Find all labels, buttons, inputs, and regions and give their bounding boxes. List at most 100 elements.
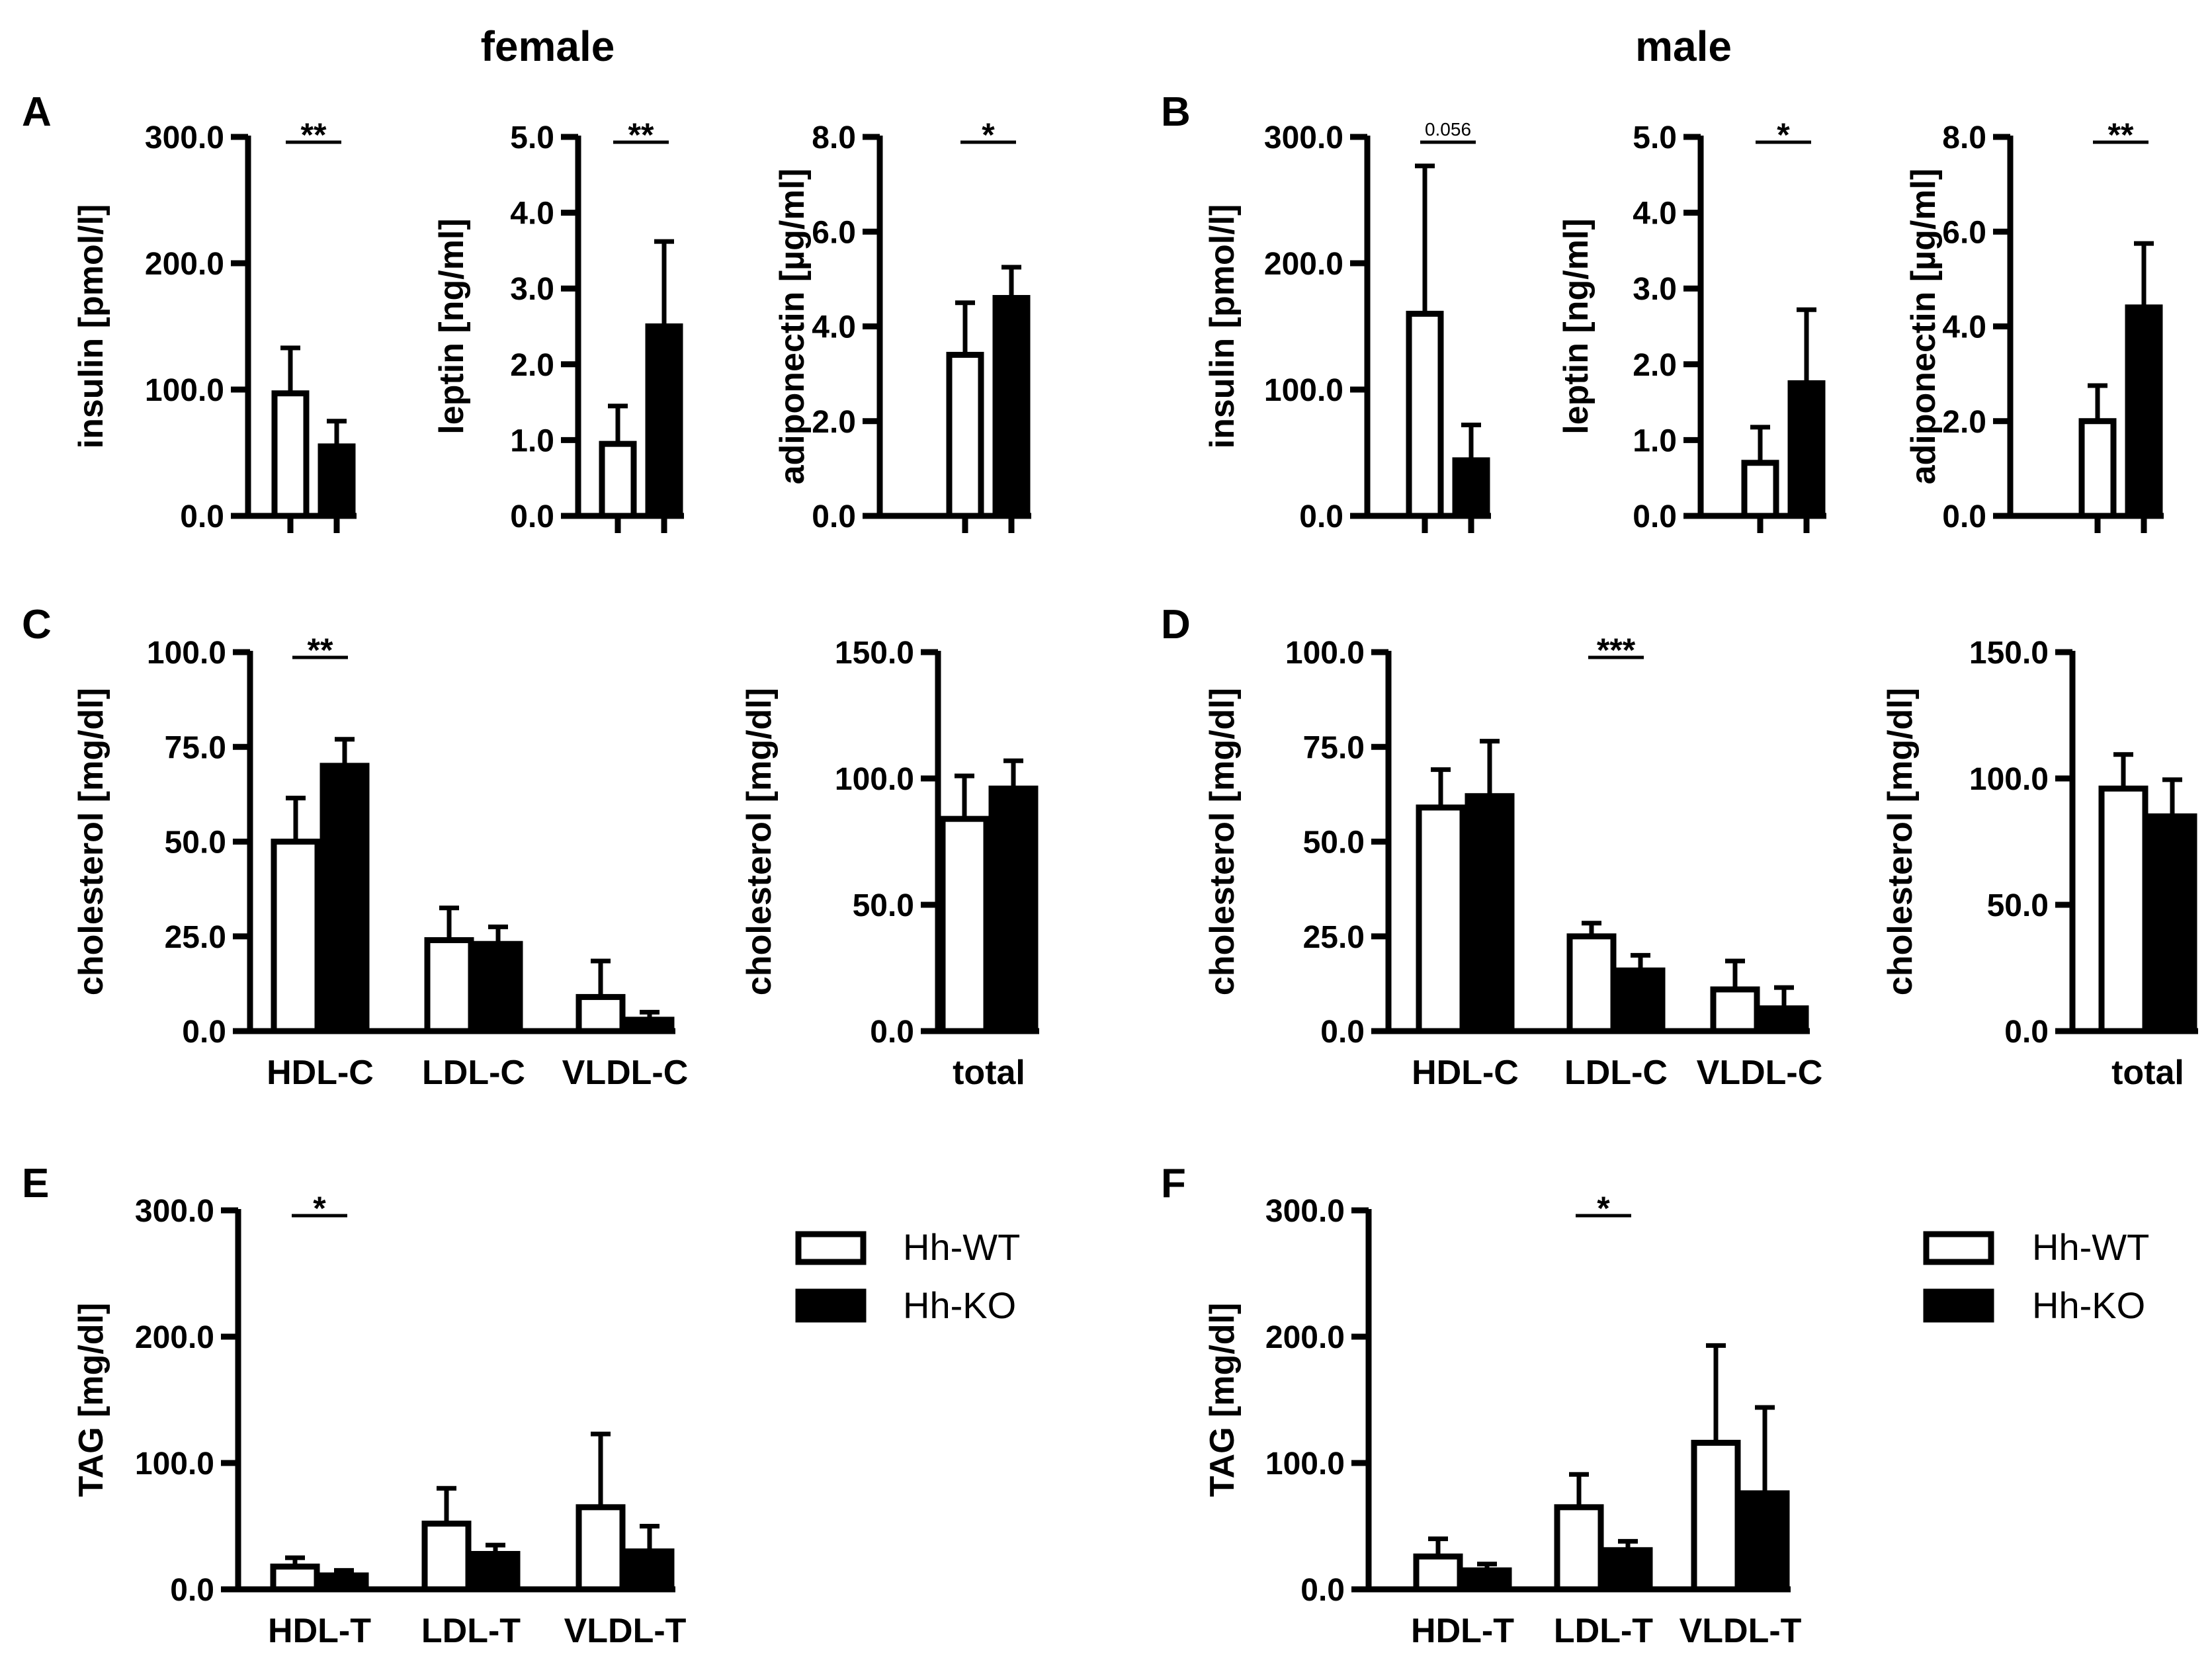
significance-label: * — [313, 1190, 326, 1227]
bar-hh-ko — [1465, 793, 1515, 1034]
legend-wt-label: Hh-WT — [903, 1226, 1020, 1268]
chart-b3: 0.0 2.0 4.0 6.0 8.0 adiponectin [µg/ml] ** — [1904, 116, 2164, 534]
panel-letter: A — [22, 89, 52, 135]
y-tick-label: 0.0 — [1299, 499, 1343, 534]
x-category-label: VLDL-C — [1697, 1054, 1823, 1092]
y-tick-label: 0.0 — [1320, 1015, 1365, 1050]
female-column-title: female — [481, 22, 615, 70]
x-category-label: VLDL-T — [564, 1612, 687, 1650]
x-category-label: total — [2111, 1054, 2184, 1092]
y-tick-label: 200.0 — [135, 1320, 214, 1355]
panel-letter: F — [1161, 1161, 1186, 1206]
bar-hh-wt — [271, 390, 310, 519]
legend-ko-label: Hh-KO — [903, 1284, 1016, 1326]
x-category-label: LDL-T — [1554, 1612, 1653, 1650]
y-tick-label: 1.0 — [1633, 423, 1677, 458]
y-tick-label: 4.0 — [812, 310, 856, 345]
y-tick-label: 100.0 — [1969, 762, 2049, 797]
x-category-label: LDL-T — [421, 1612, 521, 1650]
y-tick-label: 100.0 — [835, 762, 914, 797]
y-tick-label: 3.0 — [1633, 272, 1677, 307]
bar-hh-wt — [1710, 986, 1760, 1034]
x-category-label: HDL-C — [267, 1054, 374, 1092]
bar-hh-wt — [1406, 310, 1444, 519]
panel-letter: B — [1161, 89, 1191, 135]
y-tick-label: 300.0 — [1265, 1194, 1345, 1229]
y-tick-label: 4.0 — [1633, 196, 1677, 231]
bar-hh-wt — [575, 993, 626, 1034]
chart-e: E 0.0 100.0 200.0 300.0 TAG [mg/dl] HDL-T LDL-T… — [22, 1161, 687, 1650]
x-category-label: LDL-C — [422, 1054, 525, 1092]
y-tick-label: 100.0 — [135, 1446, 214, 1482]
y-tick-label: 50.0 — [1303, 825, 1365, 860]
y-tick-label: 6.0 — [812, 215, 856, 250]
y-tick-label: 200.0 — [1265, 1320, 1345, 1355]
significance-label: * — [1777, 116, 1790, 153]
y-tick-label: 1.0 — [510, 423, 554, 458]
x-category-label: total — [953, 1054, 1025, 1092]
y-axis-label: cholesterol [mg/dl] — [740, 688, 779, 995]
y-axis-label: TAG [mg/dl] — [72, 1303, 110, 1497]
legend-wt-label: Hh-WT — [2032, 1226, 2149, 1268]
bar-hh-ko — [1462, 1567, 1512, 1593]
legend-ko-swatch — [795, 1288, 867, 1323]
y-tick-label: 6.0 — [1942, 215, 1986, 250]
bar-hh-ko — [645, 323, 683, 519]
y-tick-label: 50.0 — [853, 888, 914, 923]
significance-label: * — [1597, 1190, 1610, 1227]
y-tick-label: 2.0 — [1633, 348, 1677, 383]
y-tick-label: 200.0 — [145, 247, 224, 282]
y-axis-label: cholesterol [mg/dl] — [72, 688, 110, 995]
significance-label: ** — [628, 116, 654, 153]
bar-hh-ko — [1603, 1547, 1653, 1593]
y-tick-label: 4.0 — [1942, 310, 1986, 345]
bar-hh-ko — [988, 785, 1039, 1034]
bar-hh-wt — [939, 815, 990, 1034]
bar-hh-wt — [270, 1564, 320, 1593]
x-category-label: VLDL-T — [1680, 1612, 1802, 1650]
bar-hh-wt — [2078, 418, 2117, 519]
x-category-label: VLDL-C — [562, 1054, 689, 1092]
chart-c2: 0.0 50.0 100.0 150.0 cholesterol [mg/dl] tota… — [740, 636, 1039, 1092]
x-category-label: HDL-C — [1412, 1054, 1519, 1092]
bar-hh-wt — [575, 1504, 626, 1593]
y-tick-label: 300.0 — [145, 120, 224, 155]
chart-b2: 0.0 1.0 2.0 3.0 4.0 5.0 leptin [ng/ml] * — [1557, 116, 1826, 534]
bar-hh-ko — [2125, 304, 2163, 519]
y-tick-label: 2.0 — [1942, 405, 1986, 440]
bar-hh-wt — [1554, 1504, 1604, 1593]
chart-d1: D 0.0 25.0 50.0 75.0 100.0 cholesterol [mg/dl]… — [1161, 602, 1822, 1092]
bar-hh-ko — [1452, 457, 1490, 519]
panel-letter: E — [22, 1161, 49, 1206]
y-axis-label: insulin [pmol/l] — [72, 204, 110, 449]
y-tick-label: 25.0 — [1303, 920, 1365, 955]
bar-hh-ko — [624, 1017, 675, 1034]
y-tick-label: 2.0 — [510, 348, 554, 383]
y-tick-label: 0.0 — [182, 1015, 226, 1050]
x-category-label: HDL-T — [268, 1612, 371, 1650]
y-tick-label: 150.0 — [1969, 636, 2049, 671]
legend-wt-swatch — [1923, 1231, 1994, 1265]
bar-hh-wt — [1413, 1553, 1463, 1593]
y-tick-label: 100.0 — [1265, 1446, 1345, 1482]
x-category-label: LDL-C — [1564, 1054, 1668, 1092]
significance-label: ** — [301, 116, 327, 153]
legend-ko-label: Hh-KO — [2032, 1284, 2145, 1326]
significance-label: ** — [308, 632, 333, 669]
y-tick-label: 3.0 — [510, 272, 554, 307]
bar-hh-ko — [1759, 1005, 1809, 1034]
y-tick-label: 300.0 — [135, 1194, 214, 1229]
chart-f: F 0.0 100.0 200.0 300.0 TAG [mg/dl] HDL-T LDL-T… — [1161, 1161, 1802, 1650]
y-axis-label: TAG [mg/dl] — [1203, 1303, 1242, 1497]
y-tick-label: 4.0 — [510, 196, 554, 231]
y-tick-label: 5.0 — [510, 120, 554, 155]
bar-hh-ko — [473, 940, 523, 1034]
chart-d2: 0.0 50.0 100.0 150.0 cholesterol [mg/dl] tota… — [1881, 636, 2198, 1092]
chart-a1: A 0.0 100.0 200.0 300.0 insulin [pmol/l] ** — [22, 89, 357, 534]
y-tick-label: 200.0 — [1264, 247, 1343, 282]
bar-hh-wt — [424, 937, 474, 1034]
y-tick-label: 50.0 — [1987, 888, 2049, 923]
legend-wt-swatch — [795, 1231, 867, 1265]
